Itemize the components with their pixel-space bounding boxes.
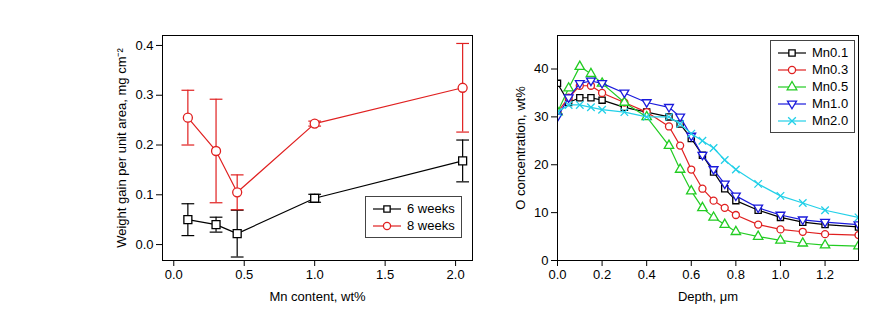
svg-text:0.3: 0.3 — [135, 87, 153, 102]
html-text:Mn0.5: Mn0.5 — [812, 79, 849, 94]
svg-text:0.4: 0.4 — [638, 267, 656, 282]
svg-text:0.1: 0.1 — [135, 187, 153, 202]
svg-text:0.0: 0.0 — [548, 267, 566, 282]
svg-text:0.0: 0.0 — [165, 267, 183, 282]
html-text:8 weeks: 8 weeks — [407, 218, 455, 233]
svg-text:0.5: 0.5 — [235, 267, 253, 282]
svg-text:0: 0 — [541, 253, 548, 268]
svg-text:30: 30 — [534, 109, 548, 124]
svg-text:Mn content, wt%: Mn content, wt% — [269, 289, 366, 304]
html-text:Mn2.0: Mn2.0 — [812, 113, 849, 128]
svg-text:20: 20 — [534, 157, 548, 172]
svg-text:10: 10 — [534, 205, 548, 220]
svg-text:Weight gain per unit area, mg: Weight gain per unit area, mg cm⁻² — [114, 48, 129, 248]
html-text:6 weeks: 6 weeks — [407, 201, 455, 216]
svg-text:0.2: 0.2 — [135, 137, 153, 152]
svg-text:0.8: 0.8 — [727, 267, 745, 282]
svg-text:1.0: 1.0 — [306, 267, 324, 282]
svg-text:1.5: 1.5 — [376, 267, 394, 282]
svg-text:0.0: 0.0 — [135, 237, 153, 252]
svg-text:1.0: 1.0 — [771, 267, 789, 282]
svg-text:0.6: 0.6 — [682, 267, 700, 282]
html-text:Mn1.0: Mn1.0 — [812, 96, 849, 111]
svg-text:Depth, μm: Depth, μm — [678, 289, 738, 304]
svg-text:1.2: 1.2 — [816, 267, 834, 282]
svg-text:2.0: 2.0 — [447, 267, 465, 282]
svg-text:O concentration, wt%: O concentration, wt% — [513, 86, 528, 210]
svg-text:0.4: 0.4 — [135, 38, 153, 53]
html-text:Mn0.1: Mn0.1 — [812, 45, 849, 60]
svg-text:40: 40 — [534, 61, 548, 76]
html-text:Mn0.3: Mn0.3 — [812, 62, 849, 77]
svg-text:0.2: 0.2 — [593, 267, 611, 282]
